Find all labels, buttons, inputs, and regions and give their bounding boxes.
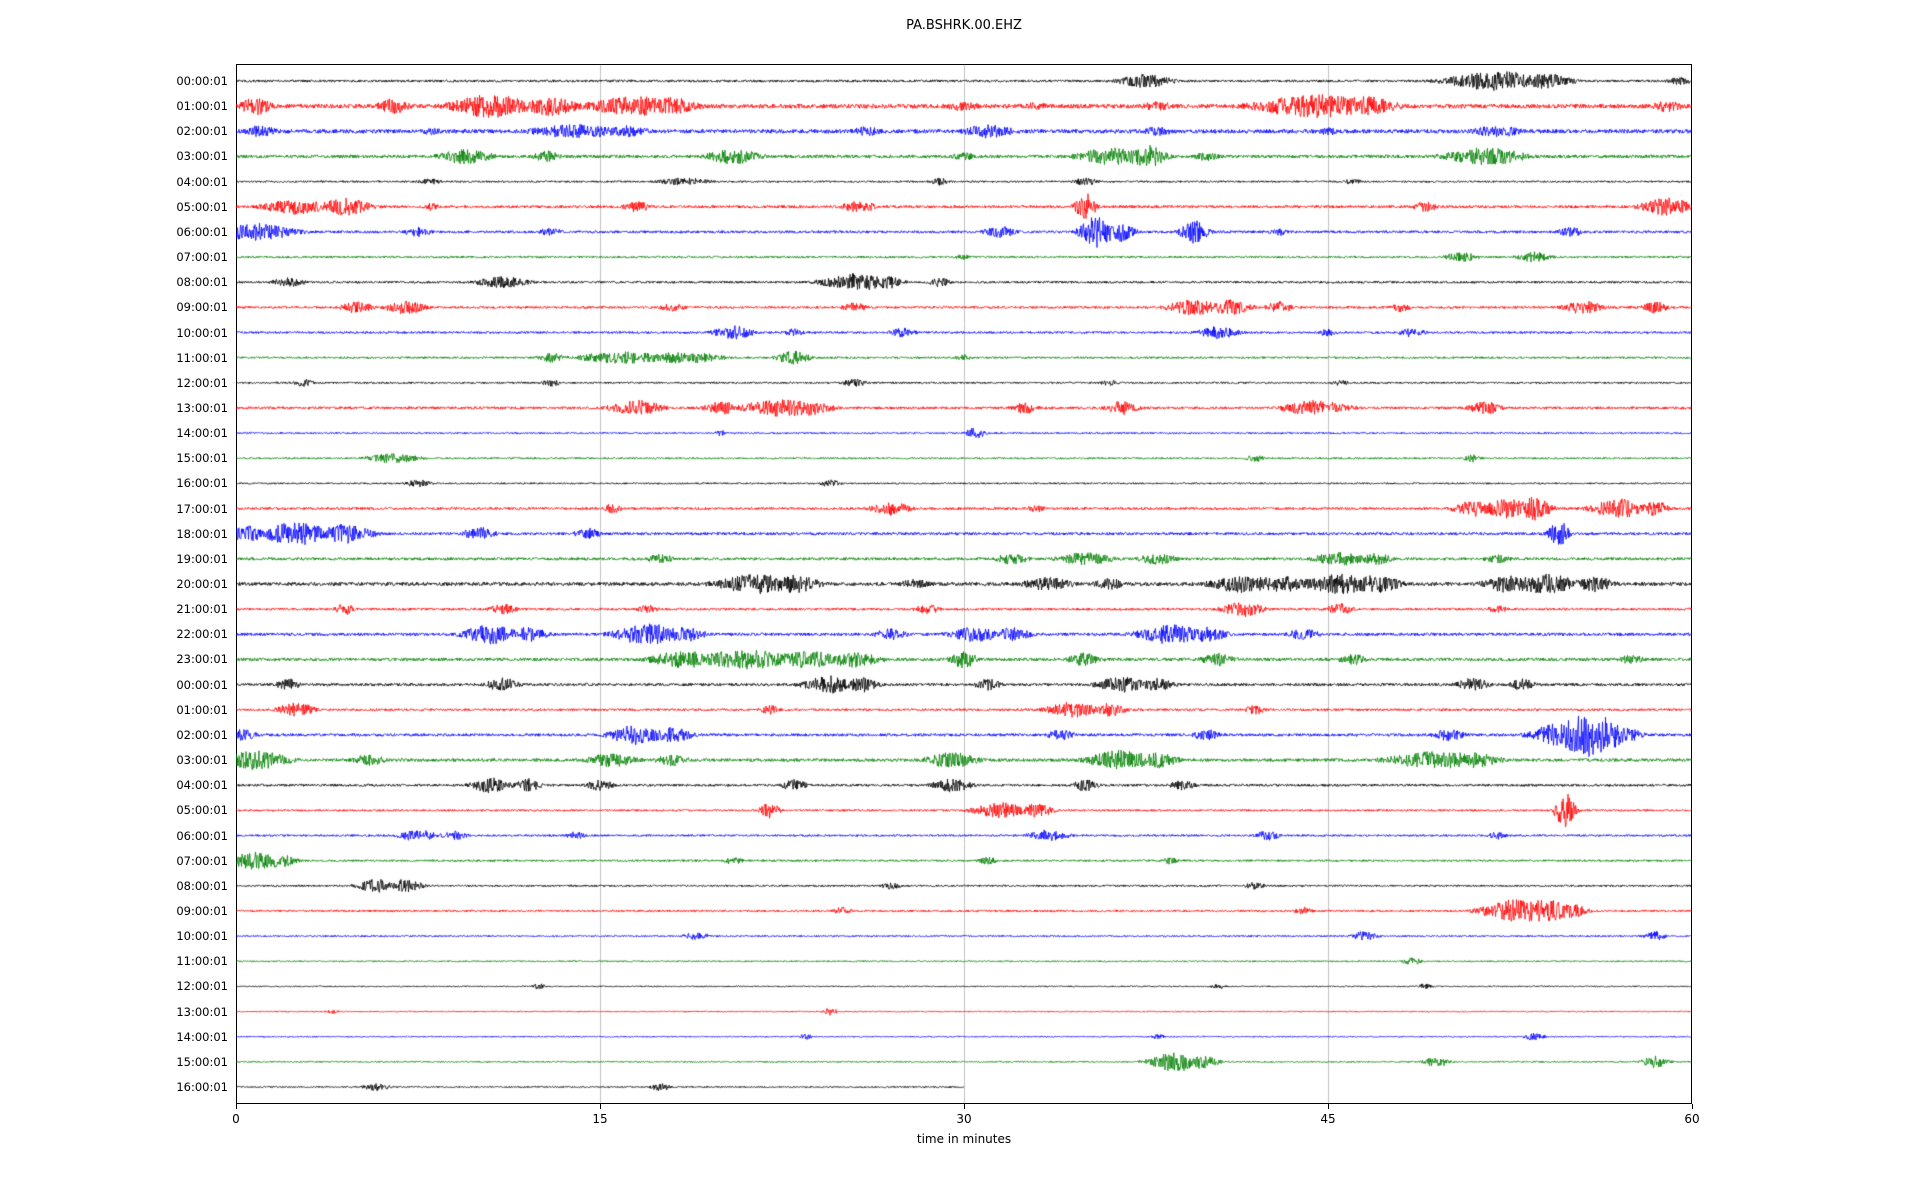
x-tick-label: 30 [956, 1112, 972, 1126]
trace-label: 16:00:01 [176, 1080, 228, 1094]
trace-label: 06:00:01 [176, 828, 228, 843]
trace-label: 14:00:01 [176, 1029, 228, 1044]
trace-label: 23:00:01 [176, 652, 228, 667]
trace-label: 05:00:01 [176, 803, 228, 818]
trace-label: 00:00:01 [176, 677, 228, 692]
trace-label: 16:00:01 [176, 476, 228, 491]
x-tick-mark [1692, 1104, 1693, 1109]
trace-label: 07:00:01 [176, 853, 228, 868]
trace-label: 20:00:01 [176, 577, 228, 591]
trace-label: 15:00:01 [176, 451, 228, 466]
trace-label: 03:00:01 [176, 149, 228, 164]
trace-label: 11:00:01 [176, 350, 228, 365]
page-title: PA.BSHRK.00.EHZ [906, 18, 1022, 33]
trace-label: 09:00:01 [176, 903, 228, 918]
trace-label: 21:00:01 [176, 602, 228, 617]
trace-label: 10:00:01 [176, 929, 228, 944]
trace-label: 00:00:01 [176, 74, 228, 88]
seismogram-canvas [236, 64, 1692, 1104]
trace-label: 04:00:01 [176, 174, 228, 189]
x-tick-mark [1328, 1104, 1329, 1109]
x-tick-mark [964, 1104, 965, 1109]
trace-label: 19:00:01 [176, 551, 228, 566]
trace-label: 12:00:01 [176, 979, 228, 994]
x-tick-mark [600, 1104, 601, 1109]
trace-label: 13:00:01 [176, 400, 228, 415]
trace-label: 14:00:01 [176, 426, 228, 441]
trace-label: 12:00:01 [176, 375, 228, 390]
trace-label: 02:00:01 [176, 124, 228, 139]
trace-label: 02:00:01 [176, 727, 228, 742]
x-tick-label: 0 [232, 1112, 240, 1126]
trace-label: 13:00:01 [176, 1004, 228, 1019]
trace-label: 05:00:01 [176, 199, 228, 214]
trace-label: 18:00:01 [176, 526, 228, 541]
trace-label: 15:00:01 [176, 1054, 228, 1069]
trace-label: 10:00:01 [176, 325, 228, 340]
trace-label: 07:00:01 [176, 250, 228, 265]
x-axis-label: time in minutes [916, 1132, 1012, 1146]
trace-label: 01:00:01 [176, 702, 228, 717]
trace-label: 08:00:01 [176, 275, 228, 290]
x-tick-label: 45 [1320, 1112, 1336, 1126]
trace-label: 06:00:01 [176, 224, 228, 239]
x-tick-label: 60 [1684, 1112, 1700, 1126]
trace-label: 04:00:01 [176, 778, 228, 793]
trace-label: 11:00:01 [176, 954, 228, 969]
trace-label: 17:00:01 [176, 501, 228, 516]
trace-label: 08:00:01 [176, 878, 228, 893]
x-tick-mark [236, 1104, 237, 1109]
trace-label: 03:00:01 [176, 753, 228, 768]
x-tick-label: 15 [592, 1112, 608, 1126]
trace-label: 01:00:01 [176, 99, 228, 114]
trace-label: 09:00:01 [176, 300, 228, 315]
trace-label: 22:00:01 [176, 627, 228, 642]
